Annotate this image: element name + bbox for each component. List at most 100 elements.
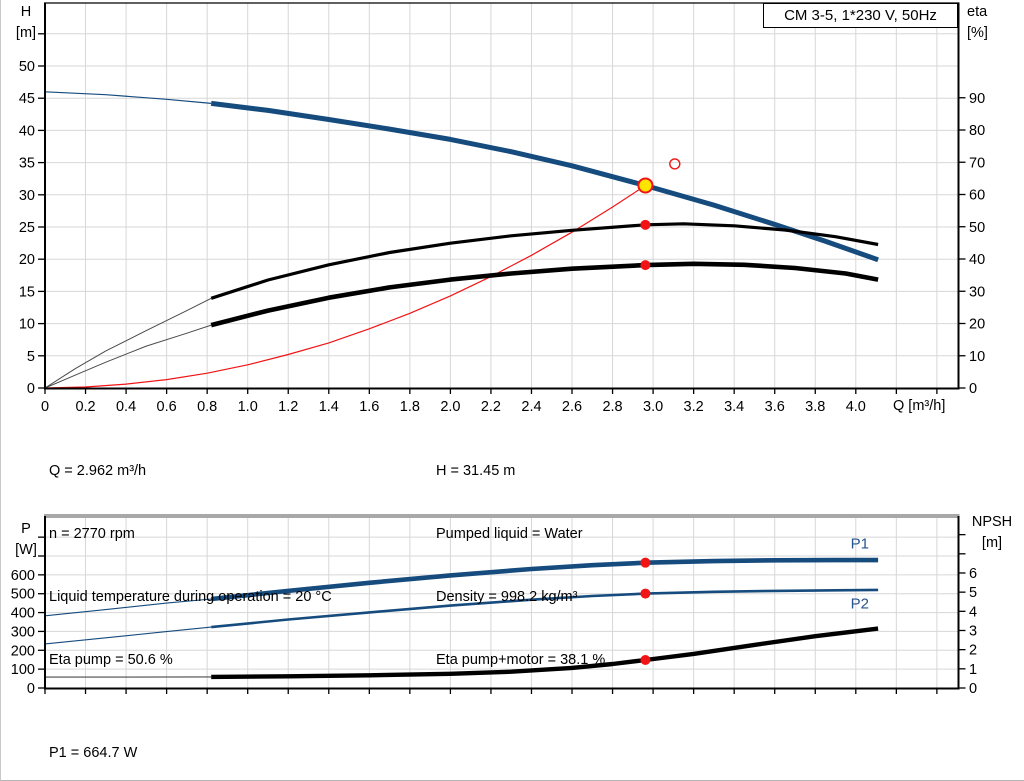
y-right-tick-label: 20 (969, 317, 985, 333)
chart-frame (44, 2, 960, 390)
qh-eta-chart: 0 0.2 0.4 0.6 0.8 1.0 1.2 1.4 1.6 1.8 2.0 2.2 2.4 2.6… (19, 2, 985, 415)
x-tick-label: 3.2 (684, 399, 704, 415)
x-tick-label: 3.8 (805, 399, 825, 415)
right-axis-title-eta: eta [%] (967, 4, 988, 41)
x-tick-label: 0 (41, 399, 49, 415)
y-right-tick-label: 1 (969, 662, 977, 678)
p1-label: P1 (851, 536, 869, 553)
info-line-eta-pump-motor: Eta pump+motor = 38.1 % (436, 652, 606, 668)
p1-curve (210, 557, 879, 602)
duty-point (637, 177, 654, 194)
x-tick-label: 0.8 (197, 399, 217, 415)
x-tick-label: 0.6 (157, 399, 177, 415)
x-tick-label: 1.2 (278, 399, 298, 415)
x-tick-label: 4.0 (846, 399, 866, 415)
info-block-left: Q = 2.962 m³/h n = 2770 rpm Liquid tempe… (49, 419, 332, 713)
y-left-tick-label: 45 (19, 91, 35, 107)
y-left-tick-label: 0 (27, 381, 35, 397)
y-left-tick-label: 300 (11, 624, 35, 640)
x-tick-label: 3.0 (643, 399, 663, 415)
y-left-tick-label: 50 (19, 59, 35, 75)
info-line-liquid: Pumped liquid = Water (436, 526, 583, 542)
x-tick-label: 2.6 (562, 399, 582, 415)
x-tick-label: 2.2 (481, 399, 501, 415)
y-left-tick-label: 35 (19, 156, 35, 172)
p2-label: P2 (851, 596, 869, 613)
x-tick-label: 2.4 (521, 399, 541, 415)
x-tick-label: 3.6 (765, 399, 785, 415)
y-right-tick-label: 80 (969, 123, 985, 139)
x-tick-label: 1.6 (359, 399, 379, 415)
y-right-tick-label: 2 (969, 643, 977, 659)
requested-duty-point (669, 158, 681, 170)
y-left-tick-label: 400 (11, 606, 35, 622)
y-left-tick-label: 15 (19, 284, 35, 300)
info-line-density: Density = 998.2 kg/m³ (436, 589, 578, 605)
y-left-tick-label: 200 (11, 643, 35, 659)
y-right-tick-label: 30 (969, 284, 985, 300)
x-tick-label: 0.4 (116, 399, 136, 415)
gridlines (45, 516, 959, 688)
system-curve (44, 184, 646, 389)
info-line-eta-pump: Eta pump = 50.6 % (49, 652, 173, 668)
left-axis-title-h: H [m] (15, 4, 37, 41)
x-tick-label: 1.0 (238, 399, 258, 415)
x-axis-title-q: Q [m³/h] (893, 398, 946, 414)
y-right-tick-label: 3 (969, 623, 977, 639)
y-right-tick-label: 0 (969, 681, 977, 697)
eta-pump-point (640, 219, 651, 230)
y-left-tick-label: 25 (19, 220, 35, 236)
x-tick-label: 2.0 (440, 399, 460, 415)
p2-point (640, 588, 651, 599)
y-left-tick-label: 500 (11, 587, 35, 603)
y-right-tick-label: 60 (969, 188, 985, 204)
p1-point (640, 557, 651, 568)
info-block-bottom: P1 = 664.7 W P2 = 500.8 W NPSH = 1.46 m (49, 701, 150, 780)
eta-pump-curve (210, 222, 879, 300)
y-right-tick-label: 5 (969, 585, 977, 601)
y-left-tick-label: 30 (19, 188, 35, 204)
series (44, 557, 879, 680)
series (44, 91, 879, 389)
left-axis-title-p: P [W] (15, 521, 37, 558)
power-npsh-chart: P1 P2 0 100 200 300 400 500 600 0 1 2 3 4 5 6 (11, 514, 977, 697)
x-tick-label: 1.4 (319, 399, 339, 415)
head-curve-lead (44, 91, 212, 104)
chart-frame (44, 514, 960, 690)
info-block-right: H = 31.45 m Pumped liquid = Water Densit… (436, 419, 605, 713)
p2-curve-lead (44, 626, 212, 645)
y-right-tick-label: 4 (969, 604, 977, 620)
y-right-tick-label: 70 (969, 155, 985, 171)
eta-pump-motor-point (640, 260, 651, 271)
info-line-n: n = 2770 rpm (49, 526, 135, 542)
y-right-tick-label: 50 (969, 220, 985, 236)
info-line-p1: P1 = 664.7 W (49, 745, 138, 761)
right-axis-title-npsh: NPSH [m] (971, 514, 1013, 551)
x-tick-label: 0.2 (75, 399, 95, 415)
pump-title-box: CM 3-5, 1*230 V, 50Hz (763, 3, 958, 28)
info-line-temperature: Liquid temperature during operation = 20… (49, 589, 332, 605)
y-left-tick-label: 0 (27, 681, 35, 697)
y-right-tick-label: 6 (969, 566, 977, 582)
y-left-tick-label: 20 (19, 252, 35, 268)
y-left-tick-label: 10 (19, 317, 35, 333)
axis-ticks-and-labels: 0 0.2 0.4 0.6 0.8 1.0 1.2 1.4 1.6 1.8 2.0 2.2 2.4 2.6… (19, 33, 985, 415)
npsh-point (640, 655, 651, 666)
axis-ticks-and-labels: 0 100 200 300 400 500 600 0 1 2 3 4 5 6 (11, 533, 977, 697)
info-line-h: H = 31.45 m (436, 463, 516, 479)
head-curve (210, 100, 879, 263)
p2-curve (211, 588, 879, 629)
p1-curve-lead (44, 598, 212, 617)
eta-pump-motor-lead (44, 324, 212, 389)
info-line-q: Q = 2.962 m³/h (49, 463, 147, 479)
y-left-tick-label: 40 (19, 123, 35, 139)
eta-pump-lead (44, 297, 212, 389)
y-right-tick-label: 90 (969, 91, 985, 107)
eta-pump-motor-curve (210, 261, 879, 328)
gridlines (45, 3, 959, 388)
y-right-tick-label: 40 (969, 252, 985, 268)
y-left-tick-label: 5 (27, 349, 35, 365)
npsh-curve (211, 626, 879, 680)
